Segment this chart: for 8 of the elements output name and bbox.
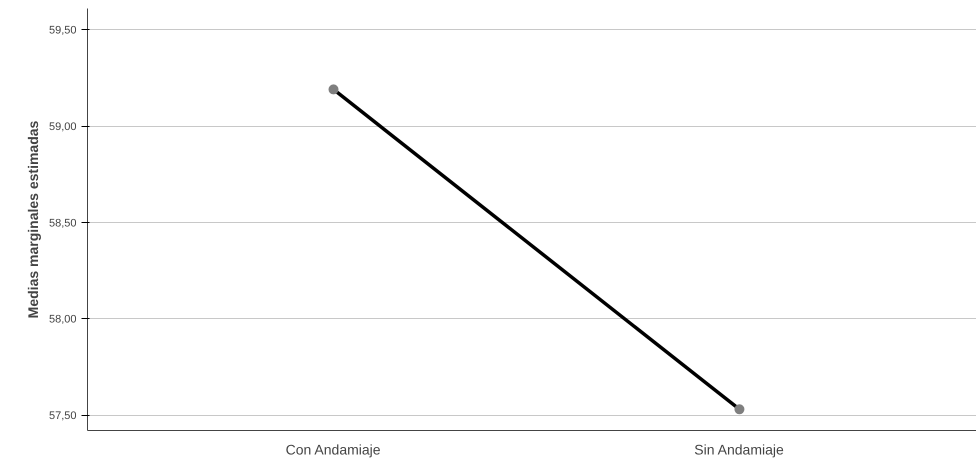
y-axis-title: Medias marginales estimadas [24,120,41,318]
x-tick-label: Con Andamiaje [286,442,381,458]
x-tick-label: Sin Andamiaje [694,442,784,458]
y-tick-label: 57,50 [48,410,77,422]
y-tick-label: 58,00 [48,314,77,326]
y-tick-label: 59,50 [48,24,77,37]
y-tick-label: 58,50 [48,217,77,230]
y-tick-label: 59,00 [48,121,77,134]
